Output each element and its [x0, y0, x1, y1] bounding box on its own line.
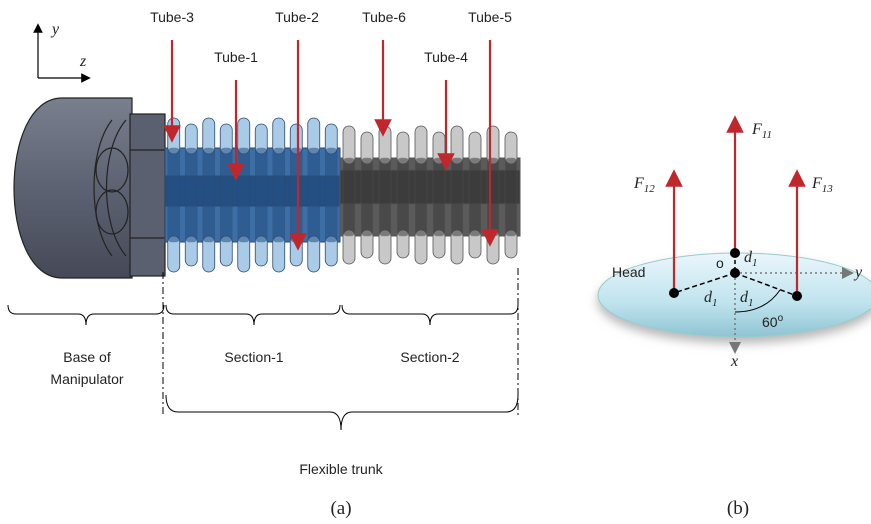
tube-segment: [290, 148, 302, 242]
force-main: F: [811, 175, 822, 192]
force-label: F11: [751, 121, 772, 141]
force-sub: 12: [644, 183, 656, 195]
manipulator-base: [14, 98, 165, 278]
tube-segment: [308, 148, 320, 242]
section-label: Section-2: [400, 349, 459, 365]
tube-segment: [203, 148, 215, 242]
head-label: Head: [612, 264, 645, 280]
force-main: F: [633, 175, 644, 192]
origin-label: o: [716, 255, 724, 271]
tube-segment: [220, 148, 232, 242]
tube-label: Tube-5: [468, 9, 512, 25]
tube-segment: [487, 158, 499, 236]
tube-segment: [433, 158, 445, 236]
tube-segment: [168, 148, 180, 242]
tube-segment: [273, 148, 285, 242]
tube-segment: [397, 158, 409, 236]
axes-a: [38, 28, 86, 78]
section-1-tubes: [165, 118, 340, 272]
tube-label: Tube-2: [275, 9, 319, 25]
angle-main: 60: [762, 314, 778, 330]
section-label: Section-1: [224, 349, 283, 365]
force-label: F12: [633, 175, 655, 195]
tube-segment: [343, 158, 355, 236]
tube-segment: [379, 158, 391, 236]
tube-label: Tube-1: [214, 49, 258, 65]
figure: y z Tube-3 Tube-1 Tube-2 Tube-6 Tube-4 T…: [0, 0, 871, 524]
tube-segment: [505, 158, 517, 236]
tube-segment: [185, 148, 197, 242]
tube-segment: [361, 158, 373, 236]
force-sub: 13: [822, 183, 834, 195]
base-label: Base of: [63, 349, 111, 365]
axis-label-z: z: [79, 53, 87, 70]
caption: (b): [727, 498, 749, 519]
caption: (a): [330, 498, 351, 519]
section-2-tubes: [340, 126, 520, 264]
tube-segment: [451, 158, 463, 236]
axis-label-y: y: [50, 21, 60, 38]
tube-label: Tube-3: [150, 9, 194, 25]
force-main: F: [751, 121, 762, 138]
tube-label: Tube-4: [424, 49, 468, 65]
tube-segment: [415, 158, 427, 236]
trunk-label: Flexible trunk: [299, 461, 383, 477]
tube-segment: [469, 158, 481, 236]
distance-sub: 1: [748, 297, 754, 309]
base-label: Manipulator: [50, 371, 123, 387]
tube-segment: [255, 148, 267, 242]
tube-segment: [325, 148, 337, 242]
force-sub: 11: [762, 129, 772, 141]
tube-label: Tube-6: [362, 9, 406, 25]
distance-sub: 1: [752, 257, 758, 269]
axis-label-y: y: [853, 264, 863, 281]
angle-sup: o: [778, 313, 784, 324]
axis-label-x: x: [730, 353, 738, 370]
force-label: F13: [811, 175, 833, 195]
tube-segment: [238, 148, 250, 242]
distance-sub: 1: [712, 297, 718, 309]
